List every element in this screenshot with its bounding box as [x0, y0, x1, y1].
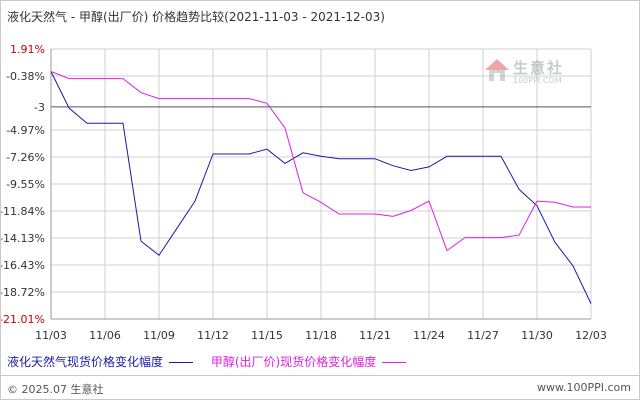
- footer-link[interactable]: www.100PPI.com: [537, 381, 631, 394]
- y-tick-label: -3: [34, 101, 45, 114]
- legend: 液化天然气现货价格变化幅度 甲醇(出厂价)现货价格变化幅度: [7, 353, 420, 370]
- chart-title: 液化天然气 - 甲醇(出厂价) 价格趋势比较(2021-11-03 - 2021…: [7, 10, 385, 24]
- y-tick-label: -16.43%: [1, 259, 45, 272]
- y-tick-label: -7.26%: [6, 151, 45, 164]
- watermark-name: 生意社: [513, 59, 565, 77]
- y-tick-label: -11.84%: [1, 205, 45, 218]
- y-tick-label: 1.91%: [10, 43, 45, 56]
- watermark-url: 100PPI.COM: [513, 76, 562, 85]
- x-tick-label: 11/06: [89, 329, 121, 342]
- x-tick-label: 11/30: [521, 329, 553, 342]
- x-tick-label: 11/15: [251, 329, 283, 342]
- x-tick-label: 12/03: [575, 329, 607, 342]
- x-tick-label: 11/09: [143, 329, 175, 342]
- x-tick-label: 11/24: [413, 329, 445, 342]
- y-tick-label: -14.13%: [1, 232, 45, 245]
- series-line-lng: [50, 71, 592, 304]
- x-tick-label: 11/18: [305, 329, 337, 342]
- y-tick-label: -21.01%: [1, 313, 45, 326]
- legend-item-lng: 液化天然气现货价格变化幅度: [7, 353, 194, 370]
- x-tick-label: 11/27: [467, 329, 499, 342]
- x-tick-label: 11/12: [197, 329, 229, 342]
- watermark-logo: 生意社 100PPI.COM: [483, 57, 578, 91]
- x-tick-label: 11/03: [35, 329, 67, 342]
- legend-swatch-methanol: [382, 362, 407, 363]
- footer: © 2025.07 生意社 www.100PPI.com: [1, 375, 639, 400]
- y-tick-label: -18.72%: [1, 286, 45, 299]
- legend-item-methanol: 甲醇(出厂价)现货价格变化幅度: [210, 353, 407, 370]
- legend-label-lng: 液化天然气现货价格变化幅度: [7, 355, 164, 369]
- series-line-methanol: [50, 71, 591, 252]
- y-tick-label: -4.97%: [6, 124, 45, 137]
- line-chart: 11/03 11/06 11/09 11/12 11/15 11/18 11/21 11/24…: [1, 43, 607, 342]
- x-tick-label: 11/21: [359, 329, 391, 342]
- series-lines: [50, 71, 592, 304]
- tick-labels: 11/03 11/06 11/09 11/12 11/15 11/18 11/21 11/24…: [1, 43, 607, 342]
- copyright-text: © 2025.07 生意社: [7, 383, 104, 396]
- y-tick-label: -0.38%: [6, 70, 45, 83]
- axes: [50, 49, 591, 320]
- house-logo-icon: [485, 59, 509, 81]
- y-tick-label: -9.55%: [6, 178, 45, 191]
- legend-swatch-lng: [169, 362, 194, 363]
- legend-label-methanol: 甲醇(出厂价)现货价格变化幅度: [210, 355, 377, 369]
